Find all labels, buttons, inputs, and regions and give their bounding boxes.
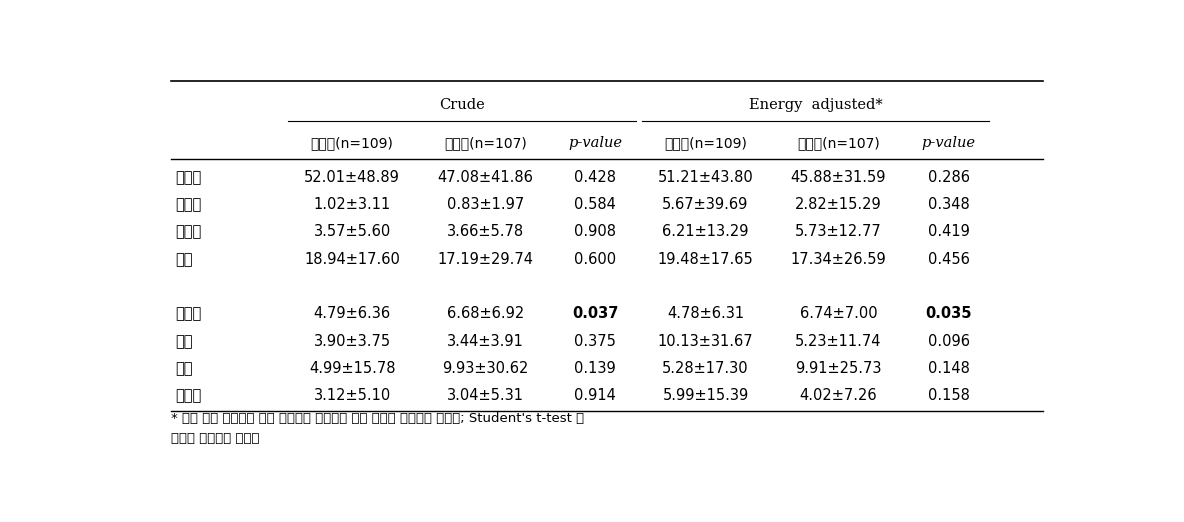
Text: 적색육: 적색육 (175, 170, 201, 185)
Text: 녹차: 녹차 (175, 361, 193, 376)
Text: 2.82±15.29: 2.82±15.29 (796, 197, 882, 212)
Text: 전곱류: 전곱류 (175, 306, 201, 322)
Text: 9.93±30.62: 9.93±30.62 (442, 361, 528, 376)
Text: 커피: 커피 (175, 334, 193, 349)
Text: 0.035: 0.035 (926, 306, 972, 322)
Text: 18.94±17.60: 18.94±17.60 (304, 252, 400, 267)
Text: 4.79±6.36: 4.79±6.36 (314, 306, 391, 322)
Text: 4.02±7.26: 4.02±7.26 (799, 388, 877, 404)
Text: * 모든 식품 섭취량은 평균 에너지를 보정하는 잔차 방법을 이용하여 계산함; Student's t-test 이: * 모든 식품 섭취량은 평균 에너지를 보정하는 잔차 방법을 이용하여 계산… (170, 412, 584, 425)
Text: 0.584: 0.584 (574, 197, 616, 212)
Text: 생선: 생선 (175, 252, 193, 267)
Text: 환자군(n=109): 환자군(n=109) (310, 136, 393, 150)
Text: 용하여 유의확률 계산함: 용하여 유의확률 계산함 (170, 432, 259, 445)
Text: 0.286: 0.286 (927, 170, 970, 185)
Text: 6.68±6.92: 6.68±6.92 (446, 306, 523, 322)
Text: 0.914: 0.914 (574, 388, 616, 404)
Text: 52.01±48.89: 52.01±48.89 (304, 170, 400, 185)
Text: 45.88±31.59: 45.88±31.59 (791, 170, 887, 185)
Text: 0.096: 0.096 (927, 334, 970, 349)
Text: 19.48±17.65: 19.48±17.65 (657, 252, 753, 267)
Text: 3.90±3.75: 3.90±3.75 (314, 334, 391, 349)
Text: 1.02±3.11: 1.02±3.11 (314, 197, 391, 212)
Text: 6.74±7.00: 6.74±7.00 (799, 306, 877, 322)
Text: 0.908: 0.908 (574, 224, 617, 240)
Text: p-value: p-value (921, 136, 976, 150)
Text: 10.13±31.67: 10.13±31.67 (657, 334, 753, 349)
Text: 0.375: 0.375 (574, 334, 616, 349)
Text: 대조군(n=107): 대조군(n=107) (444, 136, 527, 150)
Text: 51.21±43.80: 51.21±43.80 (657, 170, 753, 185)
Text: 0.83±1.97: 0.83±1.97 (446, 197, 523, 212)
Text: 4.99±15.78: 4.99±15.78 (309, 361, 395, 376)
Text: 0.419: 0.419 (928, 224, 970, 240)
Text: 0.148: 0.148 (928, 361, 970, 376)
Text: 9.91±25.73: 9.91±25.73 (796, 361, 882, 376)
Text: 3.04±5.31: 3.04±5.31 (446, 388, 523, 404)
Text: 0.139: 0.139 (574, 361, 616, 376)
Text: 3.66±5.78: 3.66±5.78 (446, 224, 523, 240)
Text: 0.037: 0.037 (572, 306, 618, 322)
Text: 견과류: 견과류 (175, 388, 201, 404)
Text: 0.158: 0.158 (928, 388, 970, 404)
Text: 5.23±11.74: 5.23±11.74 (796, 334, 882, 349)
Text: 47.08±41.86: 47.08±41.86 (437, 170, 533, 185)
Text: 가금류: 가금류 (175, 224, 201, 240)
Text: 5.73±12.77: 5.73±12.77 (796, 224, 882, 240)
Text: 17.19±29.74: 17.19±29.74 (437, 252, 533, 267)
Text: 5.67±39.69: 5.67±39.69 (662, 197, 748, 212)
Text: 0.456: 0.456 (928, 252, 970, 267)
Text: 17.34±26.59: 17.34±26.59 (791, 252, 887, 267)
Text: 6.21±13.29: 6.21±13.29 (662, 224, 748, 240)
Text: 가공육: 가공육 (175, 197, 201, 212)
Text: 대조군(n=107): 대조군(n=107) (797, 136, 880, 150)
Text: 5.28±17.30: 5.28±17.30 (662, 361, 748, 376)
Text: Energy  adjusted*: Energy adjusted* (748, 98, 882, 112)
Text: 5.99±15.39: 5.99±15.39 (662, 388, 748, 404)
Text: p-value: p-value (568, 136, 623, 150)
Text: 3.57±5.60: 3.57±5.60 (314, 224, 391, 240)
Text: Crude: Crude (439, 98, 485, 112)
Text: 4.78±6.31: 4.78±6.31 (667, 306, 744, 322)
Text: 3.12±5.10: 3.12±5.10 (314, 388, 391, 404)
Text: 환자군(n=109): 환자군(n=109) (664, 136, 747, 150)
Text: 0.348: 0.348 (928, 197, 970, 212)
Text: 3.44±3.91: 3.44±3.91 (446, 334, 523, 349)
Text: 0.428: 0.428 (574, 170, 617, 185)
Text: 0.600: 0.600 (574, 252, 617, 267)
